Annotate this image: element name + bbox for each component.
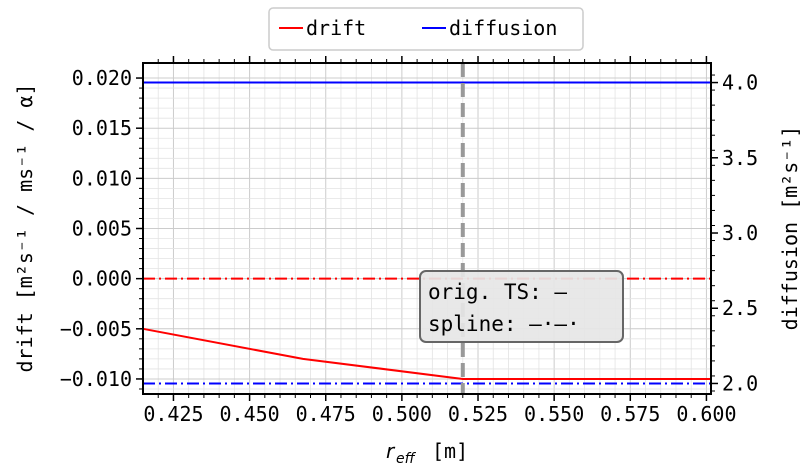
y-right-axis-label: diffusion [m²s⁻¹] [778, 126, 802, 331]
x-tick-label: 0.600 [676, 402, 736, 426]
x-tick-label: 0.550 [524, 402, 584, 426]
y-left-tick-label: −0.005 [60, 317, 132, 341]
x-tick-label: 0.575 [600, 402, 660, 426]
x-axis-label: r eff [m] [386, 439, 468, 467]
legend: drift diffusion [268, 7, 584, 51]
ticks-layer: 0.425 0.450 0.475 0.500 0.525 0.550 0.575 0.600… [60, 56, 758, 426]
x-axis-label-main: r [386, 439, 396, 463]
y-right-tick-label: 3.0 [722, 221, 758, 245]
y-right-tick-label: 2.5 [722, 296, 758, 320]
x-tick-label: 0.525 [448, 402, 508, 426]
x-tick-label: 0.425 [143, 402, 203, 426]
series-drift-solid [142, 327, 711, 380]
x-tick-label: 0.475 [296, 402, 356, 426]
y-left-axis-label: drift [m²s⁻¹ / ms⁻¹ / α] [13, 84, 37, 373]
series-layer [142, 81, 711, 385]
legend-label-drift: drift [306, 16, 366, 40]
x-axis-label-unit: [m] [432, 439, 468, 463]
y-left-tick-label: 0.000 [72, 267, 132, 291]
y-left-tick-label: 0.015 [72, 116, 132, 140]
y-right-tick-label: 4.0 [722, 71, 758, 95]
x-tick-label: 0.450 [219, 402, 279, 426]
y-right-tick-label: 2.0 [722, 371, 758, 395]
legend-label-diffusion: diffusion [449, 16, 557, 40]
x-axis-label-sub: eff [396, 451, 417, 467]
annotation-line-2: spline: –·–· [428, 312, 580, 336]
y-left-tick-label: 0.020 [72, 66, 132, 90]
y-left-tick-label: 0.005 [72, 217, 132, 241]
x-tick-label: 0.500 [372, 402, 432, 426]
annotation-box: orig. TS: — spline: –·–· [419, 270, 624, 343]
y-left-tick-label: 0.010 [72, 166, 132, 190]
y-left-tick-label: −0.010 [60, 367, 132, 391]
y-right-tick-label: 3.5 [722, 146, 758, 170]
annotation-line-1: orig. TS: — [428, 280, 567, 304]
